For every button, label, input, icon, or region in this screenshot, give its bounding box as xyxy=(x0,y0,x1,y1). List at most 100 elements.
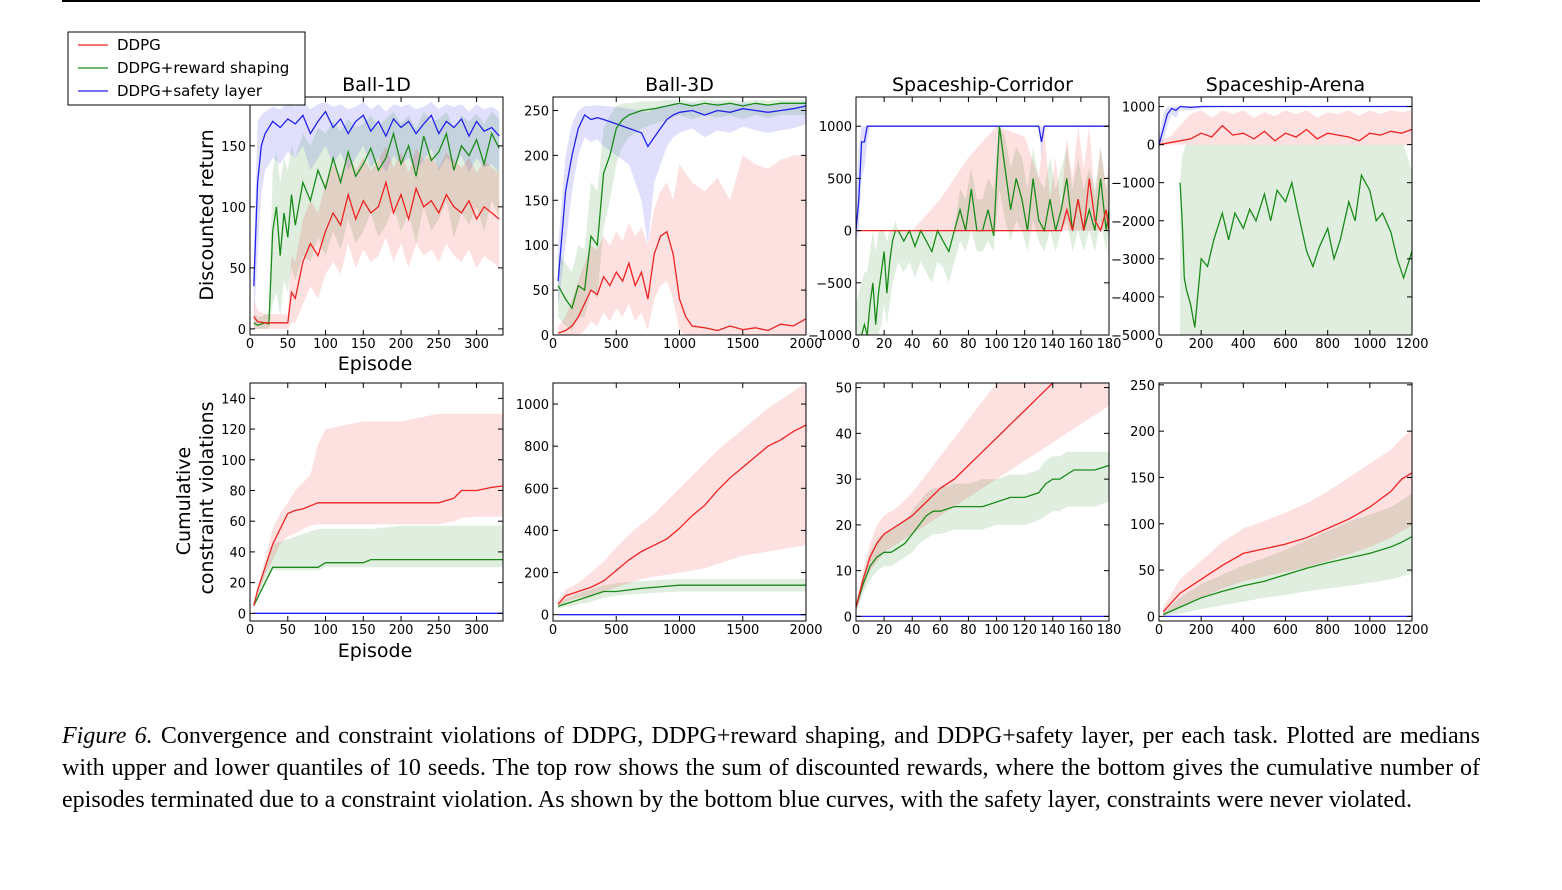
chart-panel-4: 0 50 100 150 200 250 300 0 20 40 60 80 100 120 140 xyxy=(221,382,504,638)
y-tick-label: 0 xyxy=(1147,139,1155,154)
band-ddpg-reward-shaping xyxy=(253,525,503,606)
y-tick-label: −1000 xyxy=(808,329,852,344)
x-tick-label: 600 xyxy=(1273,623,1298,638)
x-tick-label: 300 xyxy=(464,623,489,638)
y-tick-label: 600 xyxy=(524,482,549,497)
y-tick-label: 250 xyxy=(1130,379,1155,394)
x-tick-label: 0 xyxy=(1155,337,1163,352)
x-tick-label: 1000 xyxy=(1353,337,1386,352)
y-tick-label: 100 xyxy=(1130,518,1155,533)
chart-panel-5: 0 500 1000 1500 2000 0 200 400 600 800 1000 xyxy=(516,382,823,638)
legend: DDPG DDPG+reward shaping DDPG+safety layer xyxy=(67,31,306,106)
caption-text: Convergence and constraint violations of… xyxy=(62,723,1481,813)
band-ddpg-reward-shaping xyxy=(1163,493,1412,617)
y-tick-label: 100 xyxy=(221,454,246,469)
x-tick-label: 2000 xyxy=(789,623,822,638)
x-tick-label: 250 xyxy=(426,337,451,352)
x-tick-label: 800 xyxy=(1315,337,1340,352)
x-tick-label: 0 xyxy=(549,337,557,352)
x-tick-label: 100 xyxy=(313,337,338,352)
series-ddpg-safety-layer xyxy=(557,105,806,282)
y-tick-label: 1000 xyxy=(1122,101,1155,116)
series-ddpg xyxy=(253,485,503,606)
x-tick-label: 140 xyxy=(1040,337,1065,352)
figure-caption: Figure 6. Convergence and constraint vio… xyxy=(62,720,1480,816)
axes-frame xyxy=(855,382,1110,622)
y-tick-label: 0 xyxy=(238,607,246,622)
y-tick-label: 0 xyxy=(541,609,549,624)
chart-panel-7: 0 200 400 600 800 1000 1200 0 50 100 150 200 250 xyxy=(1130,379,1428,638)
chart-panel-1: 0 500 1000 1500 2000 0 50 100 150 200 250 Ball-3D xyxy=(524,74,822,352)
bottom-row-xlabel: Episode xyxy=(338,640,413,662)
y-tick-label: 0 xyxy=(238,323,246,338)
x-tick-label: 180 xyxy=(1097,623,1122,638)
y-tick-label: 200 xyxy=(524,567,549,582)
x-tick-label: 20 xyxy=(876,337,893,352)
y-tick-label: 200 xyxy=(524,149,549,164)
band-ddpg xyxy=(253,413,503,606)
x-tick-label: 500 xyxy=(604,623,629,638)
y-tick-label: 50 xyxy=(532,284,549,299)
y-tick-label: 150 xyxy=(221,140,246,155)
x-tick-label: 1000 xyxy=(663,623,696,638)
x-tick-label: 160 xyxy=(1068,337,1093,352)
y-tick-label: 250 xyxy=(524,104,549,119)
x-tick-label: 50 xyxy=(279,337,296,352)
band-ddpg-reward-shaping xyxy=(253,111,500,329)
x-tick-label: 1500 xyxy=(726,337,759,352)
x-tick-label: 0 xyxy=(852,623,860,638)
y-tick-label: 50 xyxy=(835,382,852,397)
series-ddpg-reward-shaping xyxy=(856,464,1109,608)
y-tick-label: 150 xyxy=(1130,471,1155,486)
x-tick-label: 150 xyxy=(351,337,376,352)
series-ddpg xyxy=(557,424,806,605)
y-tick-label: −2000 xyxy=(1111,215,1155,230)
series-ddpg-reward-shaping xyxy=(1179,173,1412,328)
plot-area xyxy=(253,101,500,329)
y-tick-label: 140 xyxy=(221,392,246,407)
x-tick-label: 60 xyxy=(932,623,949,638)
chart-title: Ball-3D xyxy=(645,74,714,96)
y-tick-label: 30 xyxy=(835,473,852,488)
x-tick-label: 200 xyxy=(1189,337,1214,352)
plot-area xyxy=(253,413,503,614)
x-tick-label: 100 xyxy=(984,337,1009,352)
top-rule xyxy=(62,0,1480,2)
series-ddpg xyxy=(856,383,1054,608)
series-ddpg xyxy=(557,230,806,334)
series-ddpg-reward-shaping xyxy=(557,584,806,607)
bottom-row-ylabel-line2: constraint violations xyxy=(196,401,218,594)
bottom-row-ylabel-line1: Cumulative xyxy=(173,447,195,555)
axes-frame xyxy=(249,382,504,622)
series-ddpg-safety-layer xyxy=(856,125,1109,231)
series-ddpg-reward-shaping xyxy=(557,102,806,310)
x-tick-label: 250 xyxy=(426,623,451,638)
x-tick-label: 160 xyxy=(1068,623,1093,638)
y-tick-label: 100 xyxy=(221,201,246,216)
x-tick-label: 100 xyxy=(984,623,1009,638)
x-tick-label: 800 xyxy=(1315,623,1340,638)
legend-label: DDPG+reward shaping xyxy=(117,59,289,77)
chart-title: Spaceship-Arena xyxy=(1206,74,1365,96)
band-ddpg-safety-layer xyxy=(253,101,500,323)
top-row-ylabel: Discounted return xyxy=(196,129,218,300)
y-tick-label: −5000 xyxy=(1111,329,1155,344)
x-tick-label: 40 xyxy=(904,623,921,638)
y-tick-label: 800 xyxy=(524,440,549,455)
y-tick-label: −1000 xyxy=(1111,177,1155,192)
series-ddpg-safety-layer xyxy=(1159,105,1412,145)
y-tick-label: −4000 xyxy=(1111,291,1155,306)
x-tick-label: 120 xyxy=(1012,337,1037,352)
x-tick-label: 500 xyxy=(604,337,629,352)
band-ddpg-safety-layer xyxy=(558,101,806,309)
x-tick-label: 100 xyxy=(313,623,338,638)
y-tick-label: 1000 xyxy=(819,120,852,135)
chart-title: Ball-1D xyxy=(342,74,411,96)
x-tick-label: 120 xyxy=(1012,623,1037,638)
x-tick-label: 2000 xyxy=(789,337,822,352)
x-tick-label: 0 xyxy=(246,623,254,638)
y-tick-label: −3000 xyxy=(1111,253,1155,268)
chart-panel-0: 0 50 100 150 200 250 300 0 50 100 150 Ball-1D xyxy=(221,74,504,352)
band-ddpg xyxy=(856,383,1109,612)
